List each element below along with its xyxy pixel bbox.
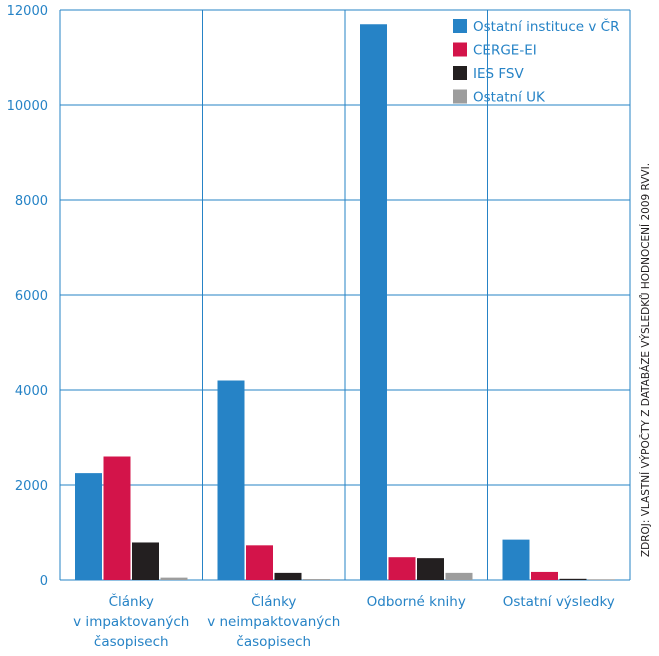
x-category-label: Články [109,592,154,610]
x-category-label: časopisech [94,634,169,650]
bar [160,577,188,580]
legend-label: CERGE-EI [473,43,537,59]
bar [588,579,615,580]
y-tick-label: 2000 [15,479,48,494]
bar [502,539,530,580]
y-tick-label: 8000 [15,194,48,209]
bar [103,456,131,580]
legend-swatch [453,42,467,57]
x-category-label: Odborné knihy [367,594,466,610]
bar [388,557,416,580]
y-tick-label: 0 [40,574,48,589]
legend-label: Ostatní instituce v ČR [473,17,619,35]
bar [303,579,330,580]
bar [217,380,245,580]
x-category-label: v impaktovaných [73,614,189,630]
y-tick-label: 10000 [7,99,48,114]
x-category-label: časopisech [236,634,311,650]
bar [559,578,587,580]
bar [132,542,159,580]
source-note: ZDROJ: VLASTNÍ VÝPOČTY Z DATABÁZE VÝSLED… [639,163,652,557]
bar [445,572,473,580]
y-tick-label: 4000 [15,384,48,399]
bar [531,571,558,580]
x-category-label: v neimpaktovaných [207,614,340,630]
bar [360,24,387,580]
legend-label: Ostatní UK [473,90,546,106]
legend-swatch [453,19,467,33]
legend-swatch [453,89,467,104]
x-category-label: Ostatní výsledky [503,594,615,610]
bar [246,545,273,580]
bar [274,572,302,580]
bar [417,558,444,580]
bar [75,473,102,580]
y-tick-label: 6000 [15,289,48,304]
x-category-label: Články [251,592,296,610]
y-tick-label: 12000 [7,4,48,19]
legend-swatch [453,66,467,80]
legend-label: IES FSV [473,66,524,82]
